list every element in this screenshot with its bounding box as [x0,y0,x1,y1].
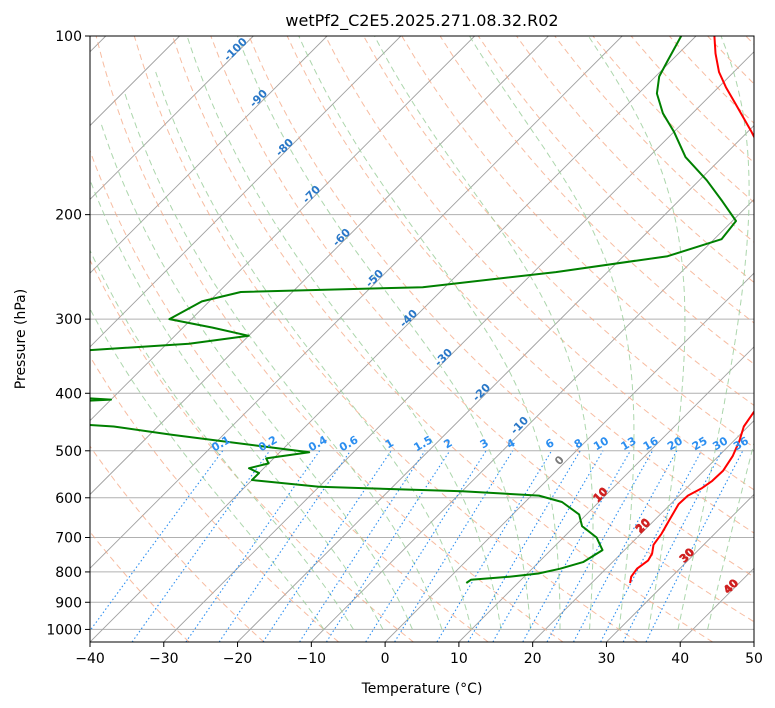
plot-background [90,36,754,642]
mixing-ratio-line [645,450,744,642]
moist-adiabat-line [677,36,750,630]
dewpoint-profile-line [90,36,737,584]
moist-adiabat-line [124,93,443,630]
moist-adiabat-line [186,36,502,630]
x-tick-label: −10 [297,651,327,667]
dry-adiabat-line [210,36,754,623]
dry-adiabat-line [248,36,754,578]
dry-adiabat-line [477,36,754,324]
moist-adiabat-line [237,36,531,630]
mixing-ratio-line [262,450,392,642]
moist-adiabat-line [298,36,561,630]
x-tick-label: 10 [450,651,468,667]
isotherm-line [90,36,697,642]
x-tick-label: 0 [381,651,390,667]
isotherm-line [90,36,623,569]
temperature-profile-line [629,36,754,584]
isotherm-line [90,36,549,496]
x-tick-label: −30 [149,651,179,667]
isotherm-line [90,36,475,422]
y-tick-label: 1000 [46,622,82,638]
x-tick-label: −40 [75,651,105,667]
x-tick-label: 20 [524,651,542,667]
moist-adiabat-line [707,441,754,630]
dry-adiabat-line [172,36,713,642]
dry-adiabat-line [286,36,754,534]
mixing-ratio-line [131,450,271,642]
x-tick-label: 50 [745,651,763,667]
x-axis-title: Temperature (°C) [361,681,483,697]
mixing-ratio-line [573,450,678,642]
mixing-ratio-line [325,450,451,642]
dry-adiabat-line [90,355,339,642]
dry-adiabat-line [90,258,414,642]
y-tick-label: 400 [55,386,82,402]
mixing-ratio-line [218,450,351,642]
y-tick-label: 800 [55,565,82,581]
dry-adiabat-line [516,36,754,284]
dry-adiabat-line [324,36,754,491]
moist-adiabat-line [469,36,635,630]
y-axis-title: Pressure (hPa) [13,289,29,389]
moist-adiabat-line [155,71,472,630]
isotherm-line [606,493,754,642]
x-tick-label: 40 [671,651,689,667]
chart-title: wetPf2_C2E5.2025.271.08.32.R02 [285,11,558,31]
plot-frame [89,35,755,643]
dry-adiabat-line [133,36,639,642]
moist-adiabat-line [90,307,325,630]
dry-adiabat-line [90,445,265,642]
isotherm-line [458,346,754,642]
mixing-ratio-line [365,450,487,642]
isotherm-line [237,124,754,642]
y-tick-label: 100 [55,29,82,45]
isotherm-line [163,51,754,642]
mixing-ratio-line [522,450,631,642]
moist-adiabat-line [587,36,686,630]
y-tick-label: 600 [55,491,82,507]
x-tick-label: 30 [598,651,616,667]
mixing-ratio-line [299,450,426,642]
isotherm-line [90,36,254,200]
y-tick-label: 300 [55,312,82,328]
x-tick-label: −20 [223,651,253,667]
moist-adiabat-line [90,249,354,630]
y-tick-label: 500 [55,444,82,460]
moist-adiabat-line [374,36,594,630]
profile-lines [90,36,754,584]
isotherm-line [384,272,754,642]
isotherm-line [90,36,328,274]
moist-adiabat-line [100,122,413,630]
background-lines [90,36,754,642]
isotherm-line [90,36,402,348]
mixing-ratio-line [90,450,224,632]
mixing-ratio-line [600,450,702,642]
y-tick-label: 700 [55,531,82,547]
y-tick-label: 900 [55,595,82,611]
dry-adiabat-line [95,36,564,642]
mixing-ratio-line [546,450,653,642]
axes: −40 −30 −20 −10 0 10 20 30 40 50 100 200 300 400 500 60… [46,29,763,667]
isotherm-line [532,420,754,642]
y-tick-label: 200 [55,208,82,224]
mixing-ratio-line [185,450,321,642]
moist-adiabat-line [90,178,384,630]
